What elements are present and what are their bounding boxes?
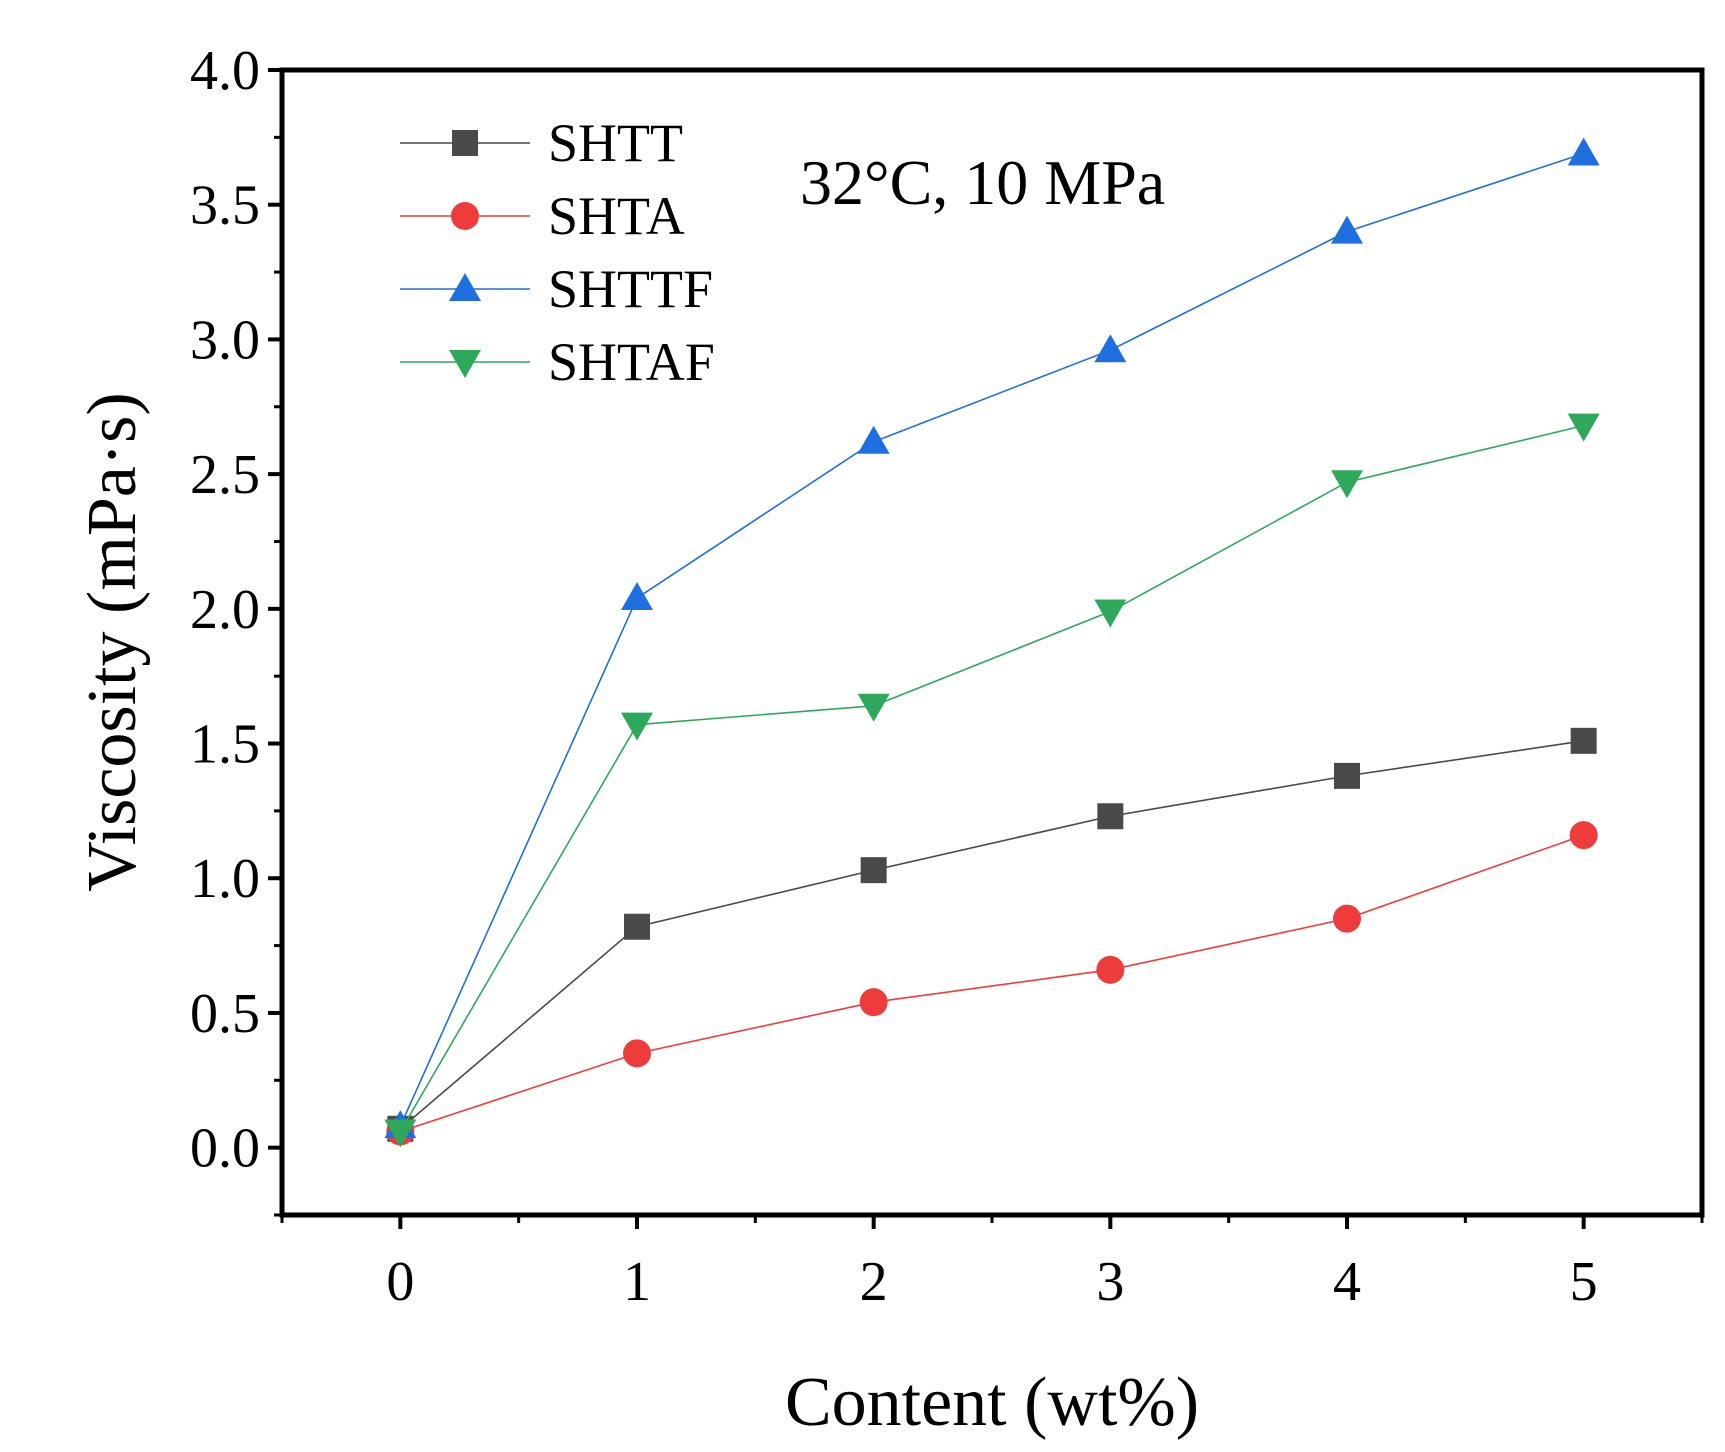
legend-marker — [451, 202, 479, 230]
data-point — [1096, 955, 1125, 984]
legend-marker — [449, 273, 481, 301]
y-tick-label: 3.5 — [190, 175, 260, 237]
x-tick-label: 4 — [1333, 1251, 1361, 1313]
annotation-text: 32°C, 10 MPa — [800, 147, 1165, 218]
legend-marker — [452, 130, 478, 156]
x-tick-label: 2 — [860, 1251, 888, 1313]
y-axis-title: Viscosity (mPa·s) — [74, 392, 151, 891]
series-shtaf — [384, 413, 1600, 1148]
data-point — [1569, 821, 1598, 850]
data-point — [1567, 413, 1600, 442]
data-point — [857, 693, 890, 722]
legend-marker — [449, 350, 481, 378]
data-point — [857, 425, 890, 454]
legend-item: SHTTF — [400, 259, 713, 319]
legend-label: SHTTF — [548, 259, 713, 319]
legend-item: SHTT — [400, 113, 683, 173]
x-axis: 0 1 2 3 4 5 — [280, 1215, 1704, 1313]
legend-label: SHTT — [548, 113, 683, 173]
legend-item: SHTA — [400, 186, 685, 246]
data-point — [1097, 803, 1124, 830]
data-point — [1094, 334, 1127, 363]
x-tick-label: 3 — [1096, 1251, 1124, 1313]
y-axis: 0.0 0.5 1.0 1.5 2.0 2.5 3.0 3.5 4.0 — [190, 40, 282, 1217]
series-shta — [386, 821, 1598, 1146]
data-point — [1567, 137, 1600, 166]
data-point — [859, 988, 888, 1017]
legend-item: SHTAF — [400, 332, 715, 392]
plot-frame — [279, 67, 1705, 1218]
series-shtt — [387, 727, 1597, 1142]
y-tick-label: 0.5 — [190, 983, 260, 1045]
x-tick-label: 5 — [1570, 1251, 1598, 1313]
series-shttf — [384, 137, 1600, 1139]
y-tick-label: 4.0 — [190, 40, 260, 102]
y-tick-label: 1.5 — [190, 714, 260, 776]
data-point — [1094, 599, 1127, 628]
data-point — [1331, 470, 1363, 499]
series-layer — [384, 137, 1600, 1148]
data-point — [623, 1039, 651, 1068]
legend-label: SHTA — [548, 186, 685, 246]
y-tick-label: 3.0 — [190, 309, 260, 371]
x-tick-label: 0 — [386, 1251, 414, 1313]
series-line — [400, 834, 1584, 1133]
series-line — [399, 424, 1584, 1132]
data-point — [621, 712, 653, 741]
series-line — [399, 152, 1584, 1127]
x-tick-label: 1 — [623, 1251, 651, 1313]
legend-label: SHTAF — [548, 332, 715, 392]
x-axis-title: Content (wt%) — [785, 1364, 1199, 1441]
data-point — [621, 582, 653, 611]
data-point — [1333, 904, 1361, 933]
legend: SHTT SHTA SHTTF SHTAF — [400, 113, 715, 392]
series-line — [399, 740, 1584, 1130]
y-tick-label: 2.0 — [190, 579, 260, 641]
data-point — [1334, 762, 1360, 789]
y-tick-label: 0.0 — [190, 1118, 260, 1180]
data-point — [1331, 215, 1363, 244]
y-tick-label: 1.0 — [190, 848, 260, 910]
data-point — [1570, 727, 1597, 754]
data-point — [860, 857, 887, 884]
data-point — [384, 1119, 417, 1148]
y-tick-label: 2.5 — [190, 444, 260, 506]
data-point — [624, 913, 650, 940]
